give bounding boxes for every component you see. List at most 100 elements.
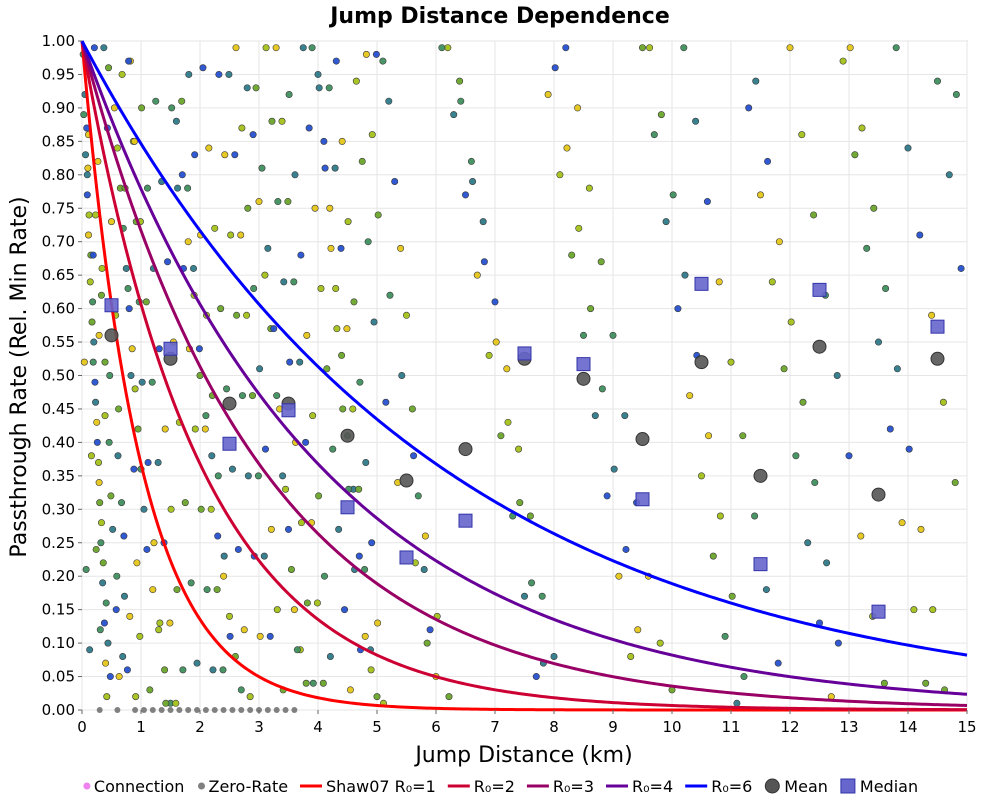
connection-point <box>373 693 381 701</box>
connection-point <box>249 131 257 139</box>
x-tick-label: 2 <box>195 718 205 736</box>
connection-point <box>100 619 108 627</box>
connection-point <box>214 472 222 480</box>
connection-point <box>94 157 102 165</box>
connection-point <box>916 231 924 239</box>
legend-label: Median <box>860 777 918 796</box>
mean-marker <box>753 468 768 483</box>
connection-point <box>136 632 144 640</box>
connection-point <box>692 117 700 125</box>
mean-marker <box>812 339 827 354</box>
zero-rate-point <box>140 707 147 713</box>
connection-point <box>243 311 251 319</box>
legend-item: Shaw07 R₀=1 <box>300 777 436 796</box>
connection-point <box>397 244 405 252</box>
connection-point <box>291 171 299 179</box>
connection-point <box>343 325 351 333</box>
connection-point <box>84 231 92 239</box>
connection-point <box>740 673 748 681</box>
connection-point <box>102 599 110 607</box>
connection-point <box>349 405 357 413</box>
connection-point <box>516 499 524 507</box>
median-marker <box>222 436 237 451</box>
connection-point <box>250 285 258 293</box>
connection-point <box>220 552 228 560</box>
connection-point <box>101 358 109 366</box>
connection-point <box>91 378 99 386</box>
connection-point <box>279 472 287 480</box>
connection-point <box>705 432 713 440</box>
connection-point <box>391 177 399 185</box>
connection-point <box>662 218 670 226</box>
connection-point <box>857 532 865 540</box>
curve-r0-4 <box>80 40 968 696</box>
connection-point <box>952 91 960 99</box>
connection-point <box>408 405 416 413</box>
zero-rate-point <box>194 707 201 713</box>
connection-point <box>775 238 783 246</box>
zero-rate-point <box>229 707 236 713</box>
connection-point <box>456 77 464 85</box>
median-marker <box>399 550 414 565</box>
zero-rate-point <box>238 707 245 713</box>
connection-point <box>238 124 246 132</box>
connection-point <box>96 499 104 507</box>
connection-point <box>309 412 317 420</box>
connection-point <box>317 285 325 293</box>
connection-point <box>164 258 172 266</box>
connection-point <box>538 592 546 600</box>
connection-point <box>173 586 181 594</box>
curve-r0-6 <box>80 40 968 657</box>
connection-point <box>364 238 372 246</box>
connection-point <box>621 412 629 420</box>
connection-point <box>203 586 211 594</box>
connection-point <box>244 204 252 212</box>
legend-item: R₀=6 <box>685 777 752 796</box>
connection-point <box>858 124 866 132</box>
connection-point <box>893 365 901 373</box>
connection-point <box>421 532 429 540</box>
connection-point <box>209 666 217 674</box>
connection-point <box>332 285 340 293</box>
connection-point <box>870 204 878 212</box>
y-tick-label: 0.35 <box>42 467 75 485</box>
connection-point <box>423 639 431 647</box>
y-tick-label: 0.30 <box>42 500 75 518</box>
connection-point <box>86 278 94 286</box>
connection-point <box>320 137 328 145</box>
connection-point <box>313 599 321 607</box>
connection-point <box>240 626 248 634</box>
connection-point <box>285 91 293 99</box>
connection-point <box>227 231 235 239</box>
connection-point <box>469 177 477 185</box>
connection-point <box>278 117 286 125</box>
y-tick-label: 0.20 <box>42 567 75 585</box>
connection-point <box>880 679 888 687</box>
connection-point <box>297 251 305 259</box>
connection-point <box>226 632 234 640</box>
connection-point <box>299 44 307 52</box>
connection-point <box>290 606 298 614</box>
connection-point <box>107 492 115 500</box>
connection-point <box>221 151 229 159</box>
connection-point <box>237 231 245 239</box>
connection-point <box>461 191 469 199</box>
connection-point <box>103 693 111 701</box>
connection-point <box>945 171 953 179</box>
connection-point <box>503 365 511 373</box>
connection-point <box>268 117 276 125</box>
connection-point <box>249 392 257 400</box>
chart-title: Jump Distance Dependence <box>328 4 670 29</box>
zero-rate-point <box>132 707 139 713</box>
connection-point <box>122 264 130 272</box>
x-tick-label: 6 <box>431 718 441 736</box>
connection-point <box>246 693 254 701</box>
connection-point <box>892 44 900 52</box>
connection-point <box>120 532 128 540</box>
connection-point <box>326 204 334 212</box>
connection-point <box>149 586 157 594</box>
connection-point <box>113 144 121 152</box>
connection-point <box>438 44 446 52</box>
connection-point <box>756 191 764 199</box>
legend-item: Median <box>840 777 918 796</box>
